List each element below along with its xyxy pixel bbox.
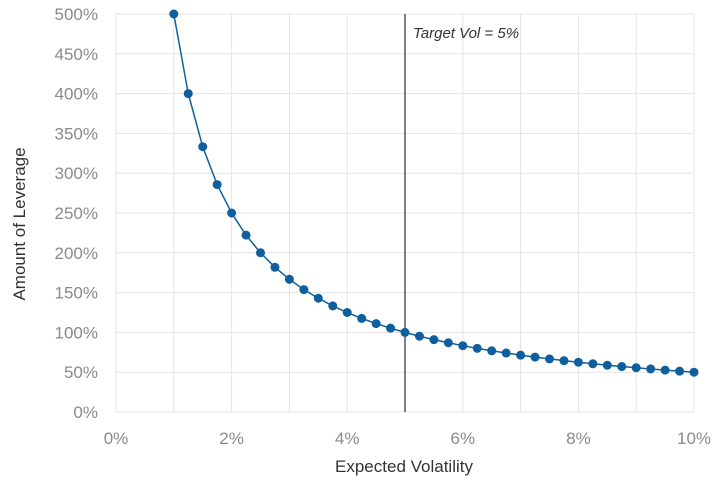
data-point: [516, 350, 526, 360]
data-point: [530, 352, 540, 362]
data-point: [386, 323, 396, 333]
y-tick-label: 50%: [64, 363, 98, 382]
data-point: [183, 89, 193, 99]
data-point: [443, 338, 453, 348]
data-point: [689, 367, 699, 377]
y-tick-label: 450%: [55, 45, 98, 64]
x-tick-label: 8%: [566, 429, 591, 448]
data-point: [559, 356, 569, 366]
data-point: [198, 142, 208, 152]
data-point: [357, 313, 367, 323]
data-point: [646, 364, 656, 374]
x-tick-label: 6%: [451, 429, 476, 448]
data-point: [501, 348, 511, 358]
data-point: [631, 363, 641, 373]
data-point: [429, 335, 439, 345]
x-tick-label: 4%: [335, 429, 360, 448]
x-axis-ticks: 0% 2% 4% 6% 8% 10%: [104, 429, 711, 448]
data-point: [313, 293, 323, 303]
y-tick-label: 150%: [55, 284, 98, 303]
data-point: [675, 366, 685, 376]
data-point: [284, 274, 294, 284]
y-axis-ticks: 0% 50% 100% 150% 200% 250% 300% 350% 400% 450% 500…: [55, 5, 98, 422]
data-point: [602, 360, 612, 370]
data-point: [588, 359, 598, 369]
x-tick-label: 2%: [219, 429, 244, 448]
data-point: [545, 354, 554, 364]
data-point: [400, 327, 410, 337]
data-point: [342, 308, 352, 317]
data-point: [270, 262, 280, 272]
x-axis-title: Expected Volatility: [335, 457, 473, 476]
y-tick-label: 0%: [73, 403, 98, 422]
y-tick-label: 250%: [55, 204, 98, 223]
data-point: [414, 331, 424, 341]
series-points: [169, 9, 699, 377]
target-vol-annotation: Target Vol = 5%: [413, 25, 519, 42]
y-tick-label: 350%: [55, 124, 98, 143]
data-point: [227, 208, 237, 218]
y-tick-label: 100%: [55, 323, 98, 342]
data-point: [371, 319, 381, 329]
y-axis-title: Amount of Leverage: [10, 147, 29, 300]
series-line: [173, 13, 695, 373]
data-point: [212, 180, 222, 190]
data-point: [169, 9, 179, 19]
data-point: [573, 357, 583, 367]
data-point: [487, 346, 497, 356]
y-tick-label: 400%: [55, 85, 98, 104]
data-point: [472, 343, 482, 353]
data-point: [241, 230, 251, 240]
data-point: [299, 285, 309, 295]
data-point: [617, 362, 627, 372]
x-tick-label: 10%: [677, 429, 711, 448]
data-point: [328, 301, 338, 311]
y-tick-label: 200%: [55, 244, 98, 263]
data-point: [256, 248, 265, 258]
y-tick-label: 300%: [55, 164, 98, 183]
data-point: [660, 365, 670, 375]
data-point: [458, 341, 468, 351]
y-tick-label: 500%: [55, 5, 98, 24]
x-tick-label: 0%: [104, 429, 129, 448]
